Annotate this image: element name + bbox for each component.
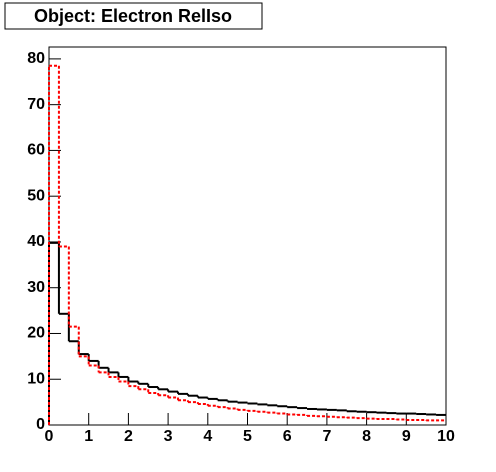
y-tick-label: 10: [27, 370, 45, 387]
y-tick-label: 80: [27, 50, 45, 67]
y-tick-label: 50: [27, 187, 45, 204]
x-tick-label: 4: [203, 428, 212, 445]
x-tick-label: 2: [124, 428, 133, 445]
x-tick-label: 7: [322, 428, 331, 445]
x-tick-label: 1: [84, 428, 93, 445]
x-tick-label: 6: [283, 428, 292, 445]
chart-title: Object: Electron RelIso: [34, 6, 232, 26]
x-tick-label: 5: [243, 428, 252, 445]
plot-frame: [48, 46, 447, 426]
x-tick-label: 9: [402, 428, 411, 445]
x-tick-label: 3: [164, 428, 173, 445]
y-tick-label: 30: [27, 279, 45, 296]
title-box: [4, 2, 263, 30]
y-tick-label: 60: [27, 142, 45, 159]
y-tick-label: 0: [36, 416, 45, 433]
x-tick-label: 10: [437, 428, 455, 445]
x-tick-label: 8: [362, 428, 371, 445]
y-tick-label: 20: [27, 325, 45, 342]
x-tick-label: 0: [45, 428, 54, 445]
y-tick-label: 70: [27, 96, 45, 113]
y-tick-label: 40: [27, 233, 45, 250]
